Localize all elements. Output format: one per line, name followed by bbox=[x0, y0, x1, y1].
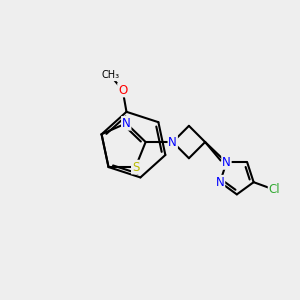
Text: CH₃: CH₃ bbox=[101, 70, 119, 80]
Text: N: N bbox=[222, 156, 231, 169]
Text: N: N bbox=[168, 136, 177, 148]
Text: Cl: Cl bbox=[268, 183, 280, 196]
Text: N: N bbox=[216, 176, 224, 189]
Text: N: N bbox=[122, 117, 130, 130]
Text: O: O bbox=[118, 84, 127, 97]
Text: S: S bbox=[132, 160, 139, 174]
